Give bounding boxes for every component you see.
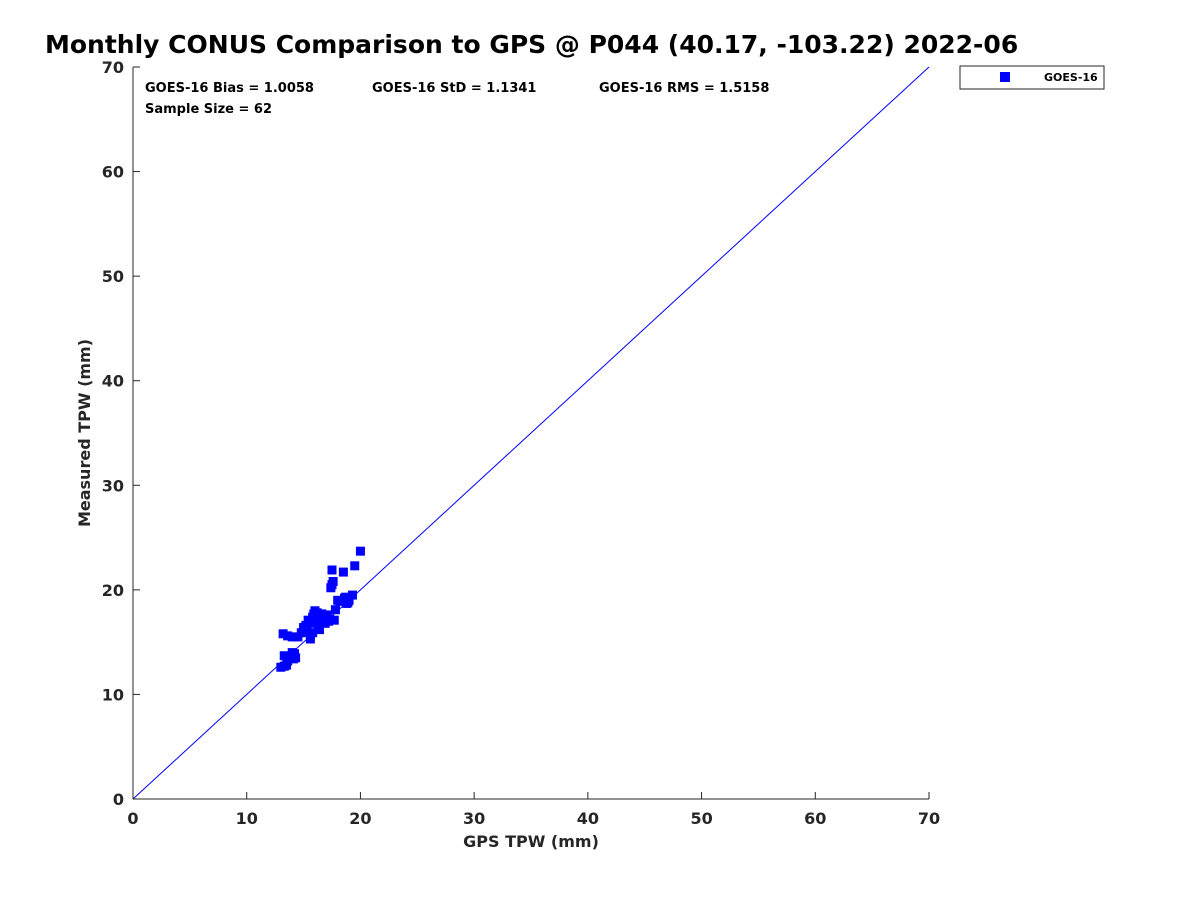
data-point xyxy=(342,598,352,608)
y-tick-label: 60 xyxy=(102,163,124,182)
data-point xyxy=(327,565,337,575)
data-point xyxy=(304,618,314,628)
data-point xyxy=(308,628,318,638)
y-tick-label: 50 xyxy=(102,267,124,286)
data-point xyxy=(288,654,298,664)
points-layer xyxy=(276,546,365,672)
x-tick-label: 40 xyxy=(577,809,599,828)
y-tick-label: 10 xyxy=(102,685,124,704)
x-tick-label: 20 xyxy=(349,809,371,828)
data-point xyxy=(355,546,365,556)
ticks-layer: 0 10 20 30 40 50 60 70 0 10 20 30 40 50 60 70 xyxy=(102,58,940,828)
data-point xyxy=(330,605,340,615)
stat-bias: GOES-16 Bias = 1.0058 xyxy=(145,81,314,96)
y-tick-label: 0 xyxy=(113,790,124,809)
stat-rms: GOES-16 RMS = 1.5158 xyxy=(599,81,769,96)
data-point xyxy=(284,653,294,663)
x-axis-label: GPS TPW (mm) xyxy=(463,832,599,851)
data-point xyxy=(287,632,297,642)
data-point xyxy=(318,613,328,623)
x-tick-label: 50 xyxy=(690,809,712,828)
data-point xyxy=(324,616,334,626)
data-point xyxy=(350,561,360,571)
data-point xyxy=(340,593,350,603)
x-tick-label: 10 xyxy=(236,809,258,828)
data-point xyxy=(289,649,299,659)
reference-line-layer xyxy=(132,66,930,800)
x-tick-label: 70 xyxy=(918,809,940,828)
chart-title: Monthly CONUS Comparison to GPS @ P044 (… xyxy=(45,30,1019,59)
stat-sample-size: Sample Size = 62 xyxy=(145,102,272,117)
x-tick-label: 60 xyxy=(804,809,826,828)
y-tick-label: 20 xyxy=(102,581,124,600)
y-tick-label: 70 xyxy=(102,58,124,77)
data-point xyxy=(327,580,337,590)
x-tick-label: 0 xyxy=(127,809,138,828)
one-to-one-line xyxy=(132,66,930,800)
data-point xyxy=(283,631,293,641)
y-axis-label: Measured TPW (mm) xyxy=(75,339,94,527)
data-point xyxy=(335,596,345,606)
legend-marker xyxy=(1000,72,1010,82)
y-tick-label: 30 xyxy=(102,476,124,495)
legend-box xyxy=(959,65,1105,90)
data-point xyxy=(338,567,348,577)
y-tick-label: 40 xyxy=(102,372,124,391)
data-point xyxy=(313,620,323,630)
data-point xyxy=(279,651,289,661)
data-point xyxy=(329,615,339,625)
x-tick-label: 30 xyxy=(463,809,485,828)
legend-entry-label: GOES-16 xyxy=(1044,71,1098,84)
data-point xyxy=(278,629,288,639)
legend: GOES-16 xyxy=(959,65,1105,90)
data-point xyxy=(347,590,357,600)
data-point xyxy=(299,623,309,633)
stat-std: GOES-16 StD = 1.1341 xyxy=(372,81,536,96)
data-point xyxy=(282,660,292,670)
